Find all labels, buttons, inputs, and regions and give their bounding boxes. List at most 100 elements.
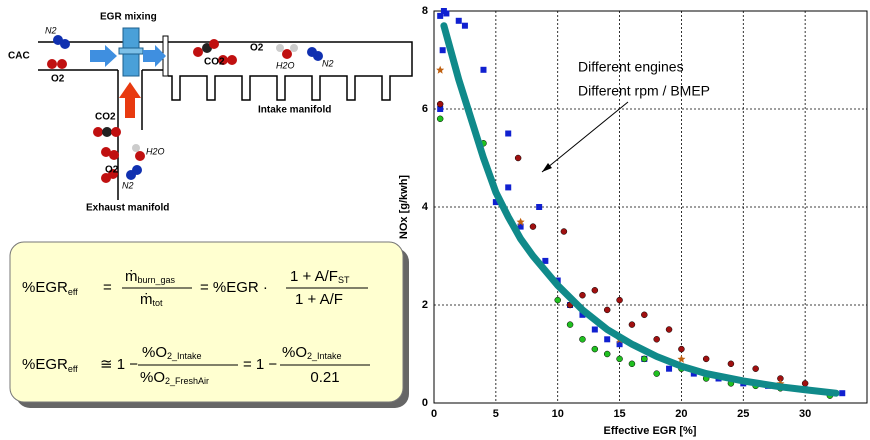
intake-manifold — [168, 41, 413, 101]
point — [536, 204, 543, 210]
formula-text: %O2_Intake — [282, 344, 342, 361]
formula-text: 1 + A/F — [295, 291, 343, 308]
formula-text: %EGReff — [22, 356, 78, 374]
point — [437, 106, 444, 112]
chart: NOx [g/kwh] Effective EGR [%] 0 2 4 6 8 0 5 10 1… — [398, 5, 868, 437]
formula-text: %EGReff — [22, 279, 78, 297]
x-tick-label: 0 — [431, 408, 437, 420]
point — [437, 12, 444, 19]
point — [628, 321, 636, 328]
egr-valve — [118, 47, 144, 55]
point — [702, 355, 710, 363]
y-tick-label: 2 — [422, 299, 428, 311]
formula-text: %O2_Intake — [142, 344, 202, 361]
point — [517, 223, 524, 230]
label: CAC — [8, 51, 30, 62]
point — [628, 360, 636, 368]
annotation-arrow — [542, 163, 552, 172]
point — [529, 223, 537, 230]
point — [591, 326, 598, 333]
point — [579, 311, 586, 318]
formula-text: 1 + A/FST — [290, 268, 350, 285]
y-tick-label: 4 — [422, 201, 429, 213]
point — [641, 355, 648, 363]
point — [641, 311, 648, 319]
point — [678, 345, 685, 353]
formula-text: 0.21 — [310, 369, 339, 386]
y-tick-label: 8 — [422, 5, 428, 17]
annotation: Different rpm / BMEP — [578, 83, 710, 99]
label: H2O — [276, 60, 295, 70]
formula-2: %EGReff ≅ 1 − %O2_Intake %O2_FreshAir = … — [22, 344, 370, 386]
label: N2 — [45, 25, 57, 35]
y-tick-label: 6 — [422, 103, 428, 115]
egr-diagram: N2 CAC O2 EGR mixing CO2 O2 H2O N2 Intak… — [8, 12, 413, 214]
label: N2 — [322, 58, 334, 68]
point — [443, 10, 450, 17]
label: EGR mixing — [100, 12, 157, 23]
formula-box — [9, 241, 404, 403]
point — [690, 370, 697, 377]
point — [505, 184, 512, 191]
molecules — [47, 35, 323, 183]
flow-arrow — [143, 45, 166, 67]
point — [801, 380, 809, 387]
point — [579, 336, 586, 343]
label: N2 — [122, 180, 134, 190]
point — [542, 257, 549, 264]
point — [752, 365, 759, 372]
point — [665, 326, 673, 333]
point — [566, 321, 574, 328]
formula-text: = — [103, 279, 112, 296]
point — [579, 291, 586, 299]
point — [560, 228, 568, 235]
point — [839, 390, 846, 397]
point — [666, 365, 673, 372]
x-tick-label: 30 — [799, 408, 811, 420]
point — [492, 199, 499, 206]
point — [591, 345, 599, 353]
annotation: Different engines — [578, 59, 684, 75]
label: Exhaust manifold — [86, 203, 169, 214]
y-tick-label: 0 — [422, 397, 428, 409]
point — [554, 296, 561, 304]
point — [603, 306, 611, 314]
formula-text: ṁburn_gas — [125, 268, 176, 285]
label: O2 — [250, 43, 264, 54]
point — [603, 350, 611, 358]
point — [516, 217, 525, 226]
label: Intake manifold — [258, 105, 331, 116]
label: O2 — [51, 74, 65, 85]
x-tick-label: 5 — [493, 408, 499, 420]
flow-arrow — [119, 82, 141, 118]
point — [653, 370, 660, 377]
formula-text: = 1 − — [243, 356, 277, 373]
point — [727, 360, 735, 368]
point — [604, 336, 611, 343]
label: CO2 — [95, 112, 116, 123]
point — [455, 17, 462, 24]
formula-text: %O2_FreshAir — [140, 369, 209, 386]
formula-1: %EGReff = ṁburn_gas ṁtot = %EGR · 1 + A/… — [22, 268, 368, 308]
x-tick-label: 15 — [613, 408, 625, 420]
point — [436, 65, 445, 74]
point — [514, 154, 522, 162]
formula-text: ṁtot — [140, 291, 163, 308]
flow-arrow — [90, 45, 117, 67]
fit-curve — [440, 22, 840, 397]
point — [591, 287, 599, 294]
point — [653, 336, 660, 343]
point — [616, 341, 623, 348]
y-axis-label: NOx [g/kwh] — [398, 175, 410, 240]
formula-text: = %EGR · — [200, 279, 268, 296]
point — [461, 22, 468, 29]
label: O2 — [105, 165, 119, 176]
x-tick-label: 20 — [675, 408, 687, 420]
label: H2O — [146, 146, 165, 156]
point — [505, 130, 512, 137]
x-tick-label: 10 — [552, 408, 564, 420]
point — [677, 354, 686, 363]
point — [439, 47, 446, 54]
label: CO2 — [204, 57, 225, 68]
